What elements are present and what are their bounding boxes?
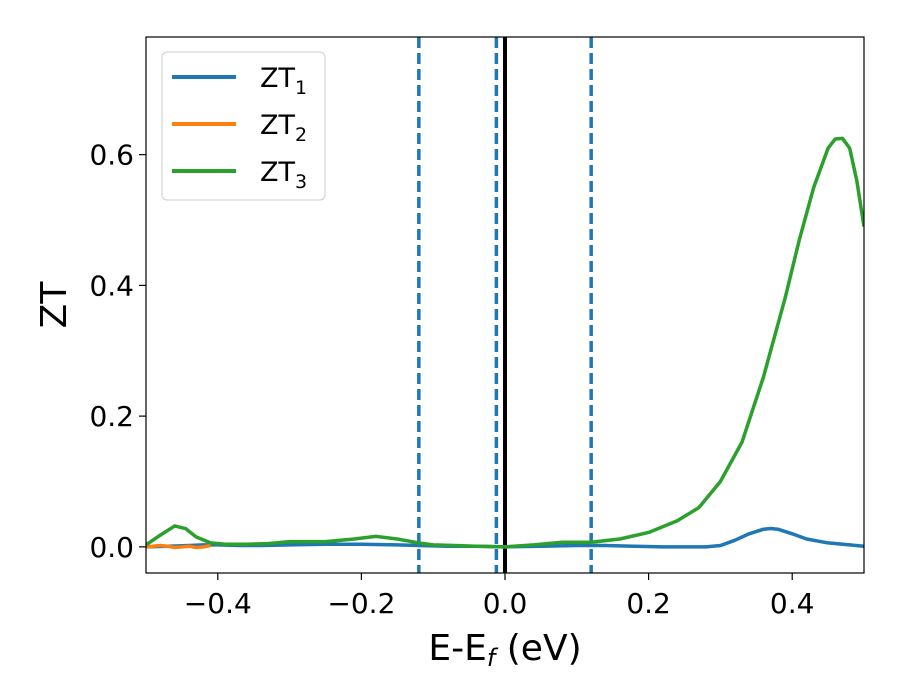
legend-label-sub: 3 [295,171,307,193]
legend-label-main: ZT [260,110,295,141]
y-axis-ticks: 0.0 0.2 0.4 0.6 [89,139,146,564]
x-axis-label-main: E-E [428,628,486,669]
x-tick-label: 0.2 [626,587,671,620]
series-line-3 [146,136,864,549]
series-line-2 [146,543,211,550]
x-axis-label-suffix: (eV) [495,628,581,669]
y-tick-label: 0.4 [89,269,134,302]
x-tick-label: −0.4 [184,587,252,620]
legend-label-main: ZT [260,63,295,94]
y-tick-label: 0.2 [89,400,134,433]
x-tick-label: −0.2 [327,587,395,620]
legend-label-sub: 2 [295,124,307,146]
series-lines [146,136,864,550]
legend-label-3: ZT3 [260,157,307,193]
legend-label-1: ZT1 [260,63,307,99]
legend-label-sub: 1 [295,77,307,99]
legend-label-main: ZT [260,157,295,188]
x-axis-label: E-Ef (eV) [428,628,581,672]
y-tick-label: 0.0 [89,531,134,564]
legend-box [161,51,326,201]
legend-label-2: ZT2 [260,110,307,146]
y-axis-label: ZT [34,281,75,329]
reference-lines [417,37,593,573]
y-tick-label: 0.6 [89,139,134,172]
x-tick-label: 0.0 [483,587,528,620]
x-axis-ticks: −0.4 −0.2 0.0 0.2 0.4 [184,573,815,620]
x-tick-label: 0.4 [770,587,815,620]
